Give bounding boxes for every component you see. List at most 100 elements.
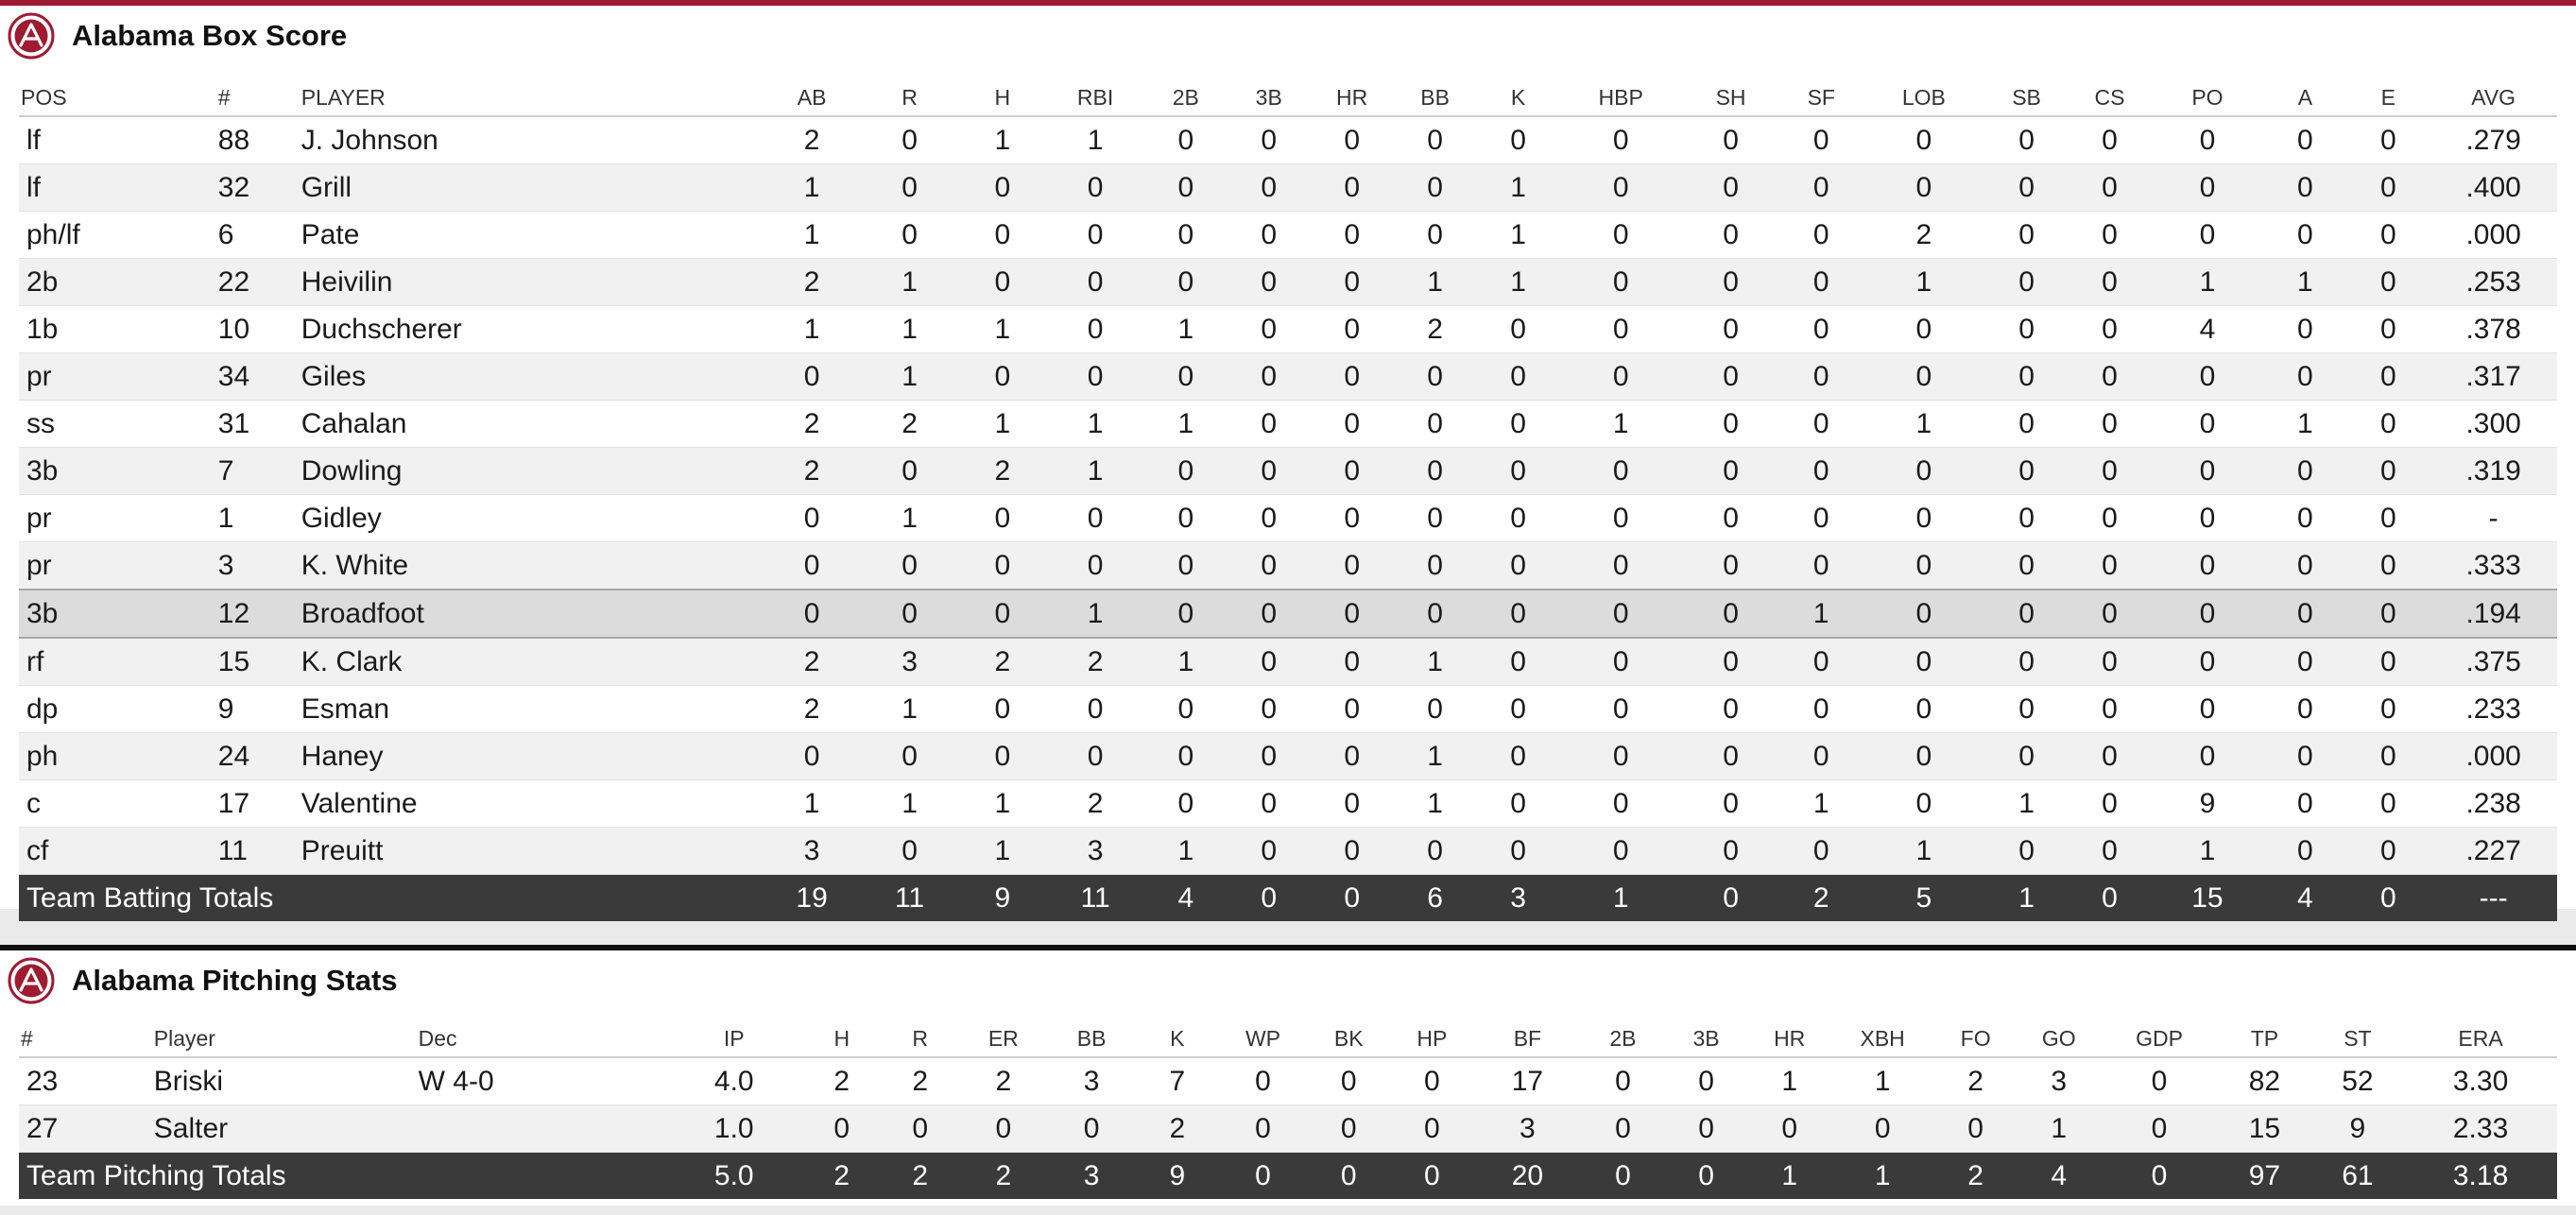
cell-sh: 0 [1681,779,1780,828]
cell-bk: 0 [1307,1057,1391,1105]
cell-player: Broadfoot [293,589,764,639]
cell-r: 1 [860,258,959,306]
cell-po: 0 [2151,685,2264,733]
cell-cs: 0 [2068,258,2152,306]
cell-hbp: 0 [1559,258,1682,306]
cell-cs: 0 [2068,116,2152,164]
cell-lob: 0 [1863,447,1985,495]
cell-era: 3.30 [2404,1057,2557,1105]
total-bb: 6 [1393,874,1477,921]
cell-fo: 0 [1933,1104,2018,1153]
cell-cs: 0 [2068,589,2152,639]
cell-po: 1 [2151,258,2264,306]
cell-rbi: 1 [1046,400,1144,448]
cell-bb: 0 [1393,400,1477,448]
cell-2b: 0 [1143,541,1228,590]
column-header-bb: BB [1047,1020,1136,1058]
total-cs: 0 [2068,874,2152,921]
cell-sf: 1 [1779,589,1863,639]
cell-3b: 0 [1227,447,1311,495]
cell-sh: 0 [1681,163,1780,212]
cell-number: 24 [210,732,294,780]
cell-hr: 0 [1310,116,1394,164]
cell-2b: 0 [1143,494,1228,542]
cell-r: 0 [860,116,959,164]
total-sf: 2 [1779,874,1863,921]
cell-hbp: 0 [1559,541,1682,590]
cell-po: 0 [2151,638,2264,686]
cell-bb: 0 [1393,116,1477,164]
cell-sf: 0 [1779,163,1863,212]
cell-avg: .375 [2430,638,2557,686]
cell-e: 0 [2346,116,2430,164]
cell-player: Valentine [293,779,764,828]
column-header-player: PLAYER [293,79,764,117]
cell-hr: 0 [1310,400,1394,448]
total-go: 4 [2017,1152,2101,1199]
column-header-ip: IP [665,1020,803,1058]
column-header-tp: TP [2218,1020,2311,1058]
cell-h: 0 [958,685,1047,733]
cell-rbi: 0 [1046,352,1144,401]
cell-e: 0 [2346,211,2430,259]
cell-sb: 0 [1984,685,2069,733]
cell-pos: dp [19,685,211,733]
cell-k: 1 [1476,258,1560,306]
cell-po: 0 [2151,400,2264,448]
cell-po: 4 [2151,305,2264,353]
cell-po: 0 [2151,589,2264,639]
cell-lob: 0 [1863,305,1985,353]
cell-sb: 0 [1984,447,2069,495]
cell-player: Pate [293,211,764,259]
column-header-hr: HR [1310,79,1394,117]
cell-k: 0 [1476,447,1560,495]
pitching-card-title: Alabama Pitching Stats [72,964,398,997]
cell-3b: 0 [1664,1057,1748,1105]
cell-hr: 0 [1310,163,1394,212]
column-header-fo: FO [1933,1020,2018,1058]
column-header-sh: SH [1681,79,1780,117]
column-header-st: ST [2310,1020,2405,1058]
pitching-card-header: Alabama Pitching Stats [0,950,2576,1011]
cell-k: 0 [1476,541,1560,590]
cell-h: 0 [958,211,1047,259]
cell-bb: 0 [1393,589,1477,639]
cell-h: 0 [958,163,1047,212]
player-row: ph 24 Haney 0 0 0 0 0 0 0 1 0 0 0 0 0 0 0 0 0 0.000 [19,732,2557,780]
cell-rbi: 0 [1046,685,1144,733]
cell-bb: 0 [1393,541,1477,590]
cell-ab: 3 [763,827,861,875]
cell-3b: 0 [1227,116,1311,164]
cell-er: 2 [959,1057,1048,1105]
cell-r: 1 [860,352,959,401]
cell-number: 11 [210,827,294,875]
cell-ab: 2 [763,258,861,306]
cell-sh: 0 [1681,447,1780,495]
cell-tp: 82 [2218,1057,2311,1105]
cell-2b: 0 [1581,1104,1665,1153]
cell-xbh: 0 [1830,1104,1934,1153]
cell-po: 9 [2151,779,2264,828]
pitching-stats-card: Alabama Pitching Stats # Player Dec IP H R ER B… [0,945,2576,1206]
cell-cs: 0 [2068,305,2152,353]
column-header-player: Player [146,1020,411,1058]
cell-r: 0 [860,211,959,259]
total-avg: --- [2430,874,2557,921]
column-header-2b: 2B [1143,79,1228,117]
total-e: 0 [2346,874,2430,921]
cell-a: 0 [2263,116,2347,164]
cell-hbp: 0 [1559,494,1682,542]
total-fo: 2 [1933,1152,2018,1199]
cell-pos: pr [19,352,211,401]
column-header-h: H [958,79,1047,117]
player-row: lf 32 Grill 1 0 0 0 0 0 0 0 1 0 0 0 0 0 0 0 0 0.400 [19,163,2557,212]
cell-player: K. White [293,541,764,590]
cell-e: 0 [2346,163,2430,212]
cell-a: 0 [2263,685,2347,733]
cell-hr: 0 [1310,258,1394,306]
column-header-hbp: HBP [1559,79,1682,117]
cell-player: Haney [293,732,764,780]
player-row: 3b 12 Broadfoot 0 0 0 1 0 0 0 0 0 0 0 1 0 0 0 0 0 0.194 [19,589,2557,639]
cell-po: 0 [2151,541,2264,590]
cell-sb: 0 [1984,352,2069,401]
